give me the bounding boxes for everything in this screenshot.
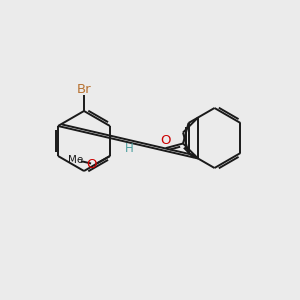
Text: Me: Me [68,154,83,165]
Text: Br: Br [77,82,91,96]
Text: O: O [160,134,171,147]
Text: O: O [86,158,96,171]
Text: H: H [125,142,134,155]
